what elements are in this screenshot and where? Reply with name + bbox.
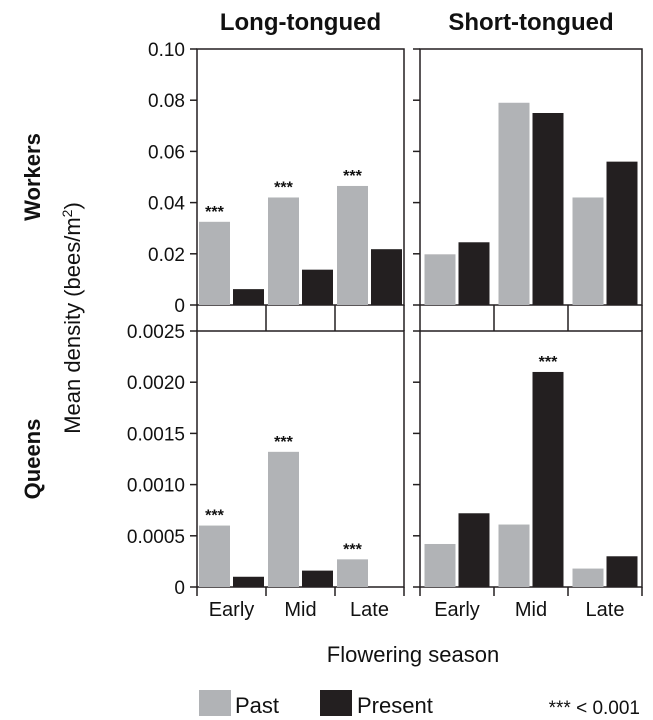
bar-past-mid: [268, 197, 299, 305]
panel-queens-long: 0 0.0005 0.0010 0.0015 0.0020 0.0025 *** Early *…: [127, 318, 405, 621]
bar-present-late: [606, 556, 638, 587]
panel-frame: [419, 330, 643, 588]
y-axis-label-end: ): [60, 202, 85, 209]
x-tick-label-early: Early: [209, 599, 255, 621]
figure-labels: Long-tongued Short-tongued Workers Queens Me…: [20, 9, 640, 719]
y-axis-label-sup: 2: [59, 209, 75, 217]
x-tick-label-early: Early: [434, 599, 480, 621]
panel-workers-short: [413, 48, 643, 318]
panel-frame: [196, 48, 405, 306]
panel-workers-long: 0 0.02 0.04 0.06 0.08 0.10 *** *** ***: [148, 40, 405, 318]
y-tick-label: 0.02: [148, 245, 185, 266]
bar-present-late: [371, 249, 402, 305]
significance-marker: ***: [343, 541, 362, 558]
x-tick-label-late: Late: [586, 599, 625, 621]
y-tick-label: 0.0015: [127, 424, 185, 445]
y-tick-label: 0.10: [148, 40, 185, 61]
y-tick-label: 0: [174, 296, 185, 317]
bar-past-mid: [498, 524, 530, 587]
legend-label-past: Past: [235, 693, 279, 718]
bar-present-early: [233, 576, 264, 587]
bar-present-early: [458, 242, 490, 305]
y-tick-label: 0.06: [148, 142, 185, 163]
significance-marker: ***: [205, 204, 224, 221]
panel-queens-short: Early *** Mid Late: [413, 318, 643, 621]
significance-marker: ***: [274, 434, 293, 451]
x-tick-label-mid: Mid: [515, 599, 547, 621]
significance-note: *** < 0.001: [549, 698, 640, 719]
legend-swatch-present: [320, 690, 352, 716]
panel-frame: [419, 48, 643, 306]
bar-past-early: [199, 525, 230, 587]
significance-marker: ***: [205, 508, 224, 525]
x-axis-label: Flowering season: [327, 642, 499, 667]
y-tick-label: 0.0005: [127, 527, 185, 548]
y-axis-label-text: Mean density (bees/m: [60, 217, 85, 433]
legend-swatch-past: [199, 690, 231, 716]
x-tick-label-mid: Mid: [284, 599, 316, 621]
bar-past-late: [337, 185, 368, 305]
bar-past-mid: [498, 102, 530, 305]
y-tick-label: 0.0025: [127, 322, 185, 343]
column-title-1: Short-tongued: [448, 9, 613, 36]
bar-present-mid: [532, 113, 564, 305]
bar-past-early: [424, 254, 456, 305]
bar-present-mid: [302, 570, 333, 587]
x-tick-label-late: Late: [350, 599, 389, 621]
significance-marker: ***: [343, 168, 362, 185]
y-tick-label: 0.08: [148, 91, 185, 112]
y-axis-label: Mean density (bees/m2): [59, 202, 85, 434]
bar-past-late: [572, 197, 604, 305]
bar-past-early: [424, 543, 456, 587]
significance-marker: ***: [539, 354, 558, 371]
bar-present-mid: [302, 269, 333, 305]
bar-past-late: [572, 568, 604, 587]
bar-present-mid: [532, 371, 564, 587]
row-label-workers: Workers: [20, 133, 45, 221]
bar-past-early: [199, 221, 230, 305]
y-tick-label: 0.0020: [127, 373, 185, 394]
bar-past-mid: [268, 451, 299, 587]
panel-frame: [196, 330, 405, 588]
y-tick-label: 0: [174, 578, 185, 599]
y-tick-label: 0.0010: [127, 476, 185, 497]
bar-present-early: [458, 513, 490, 587]
row-label-queens: Queens: [20, 419, 45, 500]
significance-marker: ***: [274, 179, 293, 196]
bar-present-late: [606, 161, 638, 305]
bar-past-late: [337, 559, 368, 587]
y-tick-label: 0.04: [148, 194, 185, 215]
legend-label-present: Present: [357, 693, 433, 718]
panels: 0 0.02 0.04 0.06 0.08 0.10 *** *** *** 0 0.0005 0.0…: [127, 40, 643, 621]
column-title-0: Long-tongued: [220, 9, 381, 36]
bar-present-early: [233, 289, 264, 305]
